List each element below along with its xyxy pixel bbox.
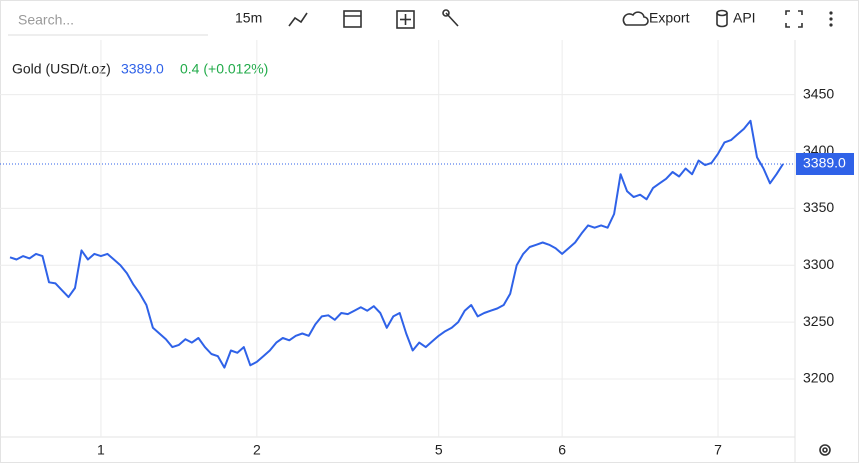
x-tick-label: 6 <box>558 442 566 458</box>
y-tick-label: 3350 <box>803 199 834 215</box>
legend-name: Gold (USD/t.oz) <box>12 61 111 77</box>
gear-icon[interactable] <box>819 444 831 456</box>
menu-icon[interactable] <box>829 11 833 27</box>
last-price-label: 3389.0 <box>803 155 846 171</box>
svg-text:Export: Export <box>649 10 690 26</box>
legend-price: 3389.0 <box>121 61 164 77</box>
y-tick-label: 3450 <box>803 85 834 101</box>
api-button[interactable]: API <box>716 9 756 28</box>
price-line <box>9 119 784 369</box>
y-tick-label: 3300 <box>803 256 834 272</box>
search-input[interactable]: Search... <box>18 12 74 28</box>
calendar-icon[interactable] <box>343 10 362 28</box>
add-indicator-icon[interactable] <box>396 10 415 29</box>
x-tick-label: 2 <box>253 442 261 458</box>
settings-wrench-icon[interactable] <box>442 9 459 27</box>
x-tick-label: 1 <box>97 442 105 458</box>
x-tick-label: 7 <box>714 442 722 458</box>
chart-type-icon[interactable] <box>288 12 308 27</box>
y-tick-label: 3250 <box>803 313 834 329</box>
legend-change: 0.4 (+0.012%) <box>180 61 268 77</box>
x-tick-label: 5 <box>435 442 443 458</box>
last-price-badge <box>796 152 854 175</box>
export-button[interactable]: Export <box>622 10 690 26</box>
fullscreen-icon[interactable] <box>785 10 803 28</box>
svg-text:API: API <box>733 10 756 26</box>
y-tick-label: 3200 <box>803 370 834 386</box>
interval-button[interactable]: 15m <box>235 10 262 26</box>
